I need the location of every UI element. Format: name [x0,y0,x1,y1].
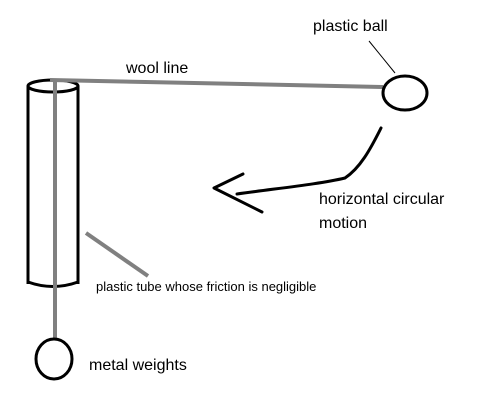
motion-label-line2: motion [319,215,367,232]
metal-weights [34,337,74,381]
plastic-ball-label: plastic ball [313,18,388,35]
motion-arrow-head [212,172,264,214]
motion-arrow-curve [235,126,383,196]
tube-leader-line [84,231,150,278]
plastic-ball-leader-line [368,40,396,74]
motion-label-line1: horizontal circular [319,191,445,208]
wool-line-horizontal [49,78,384,89]
metal-weights-label: metal weights [89,357,187,374]
plastic-ball [381,74,429,112]
wool-line-label: wool line [125,60,188,77]
tube-label: plastic tube whose friction is negligibl… [96,279,316,294]
motion-arrow [212,126,383,214]
